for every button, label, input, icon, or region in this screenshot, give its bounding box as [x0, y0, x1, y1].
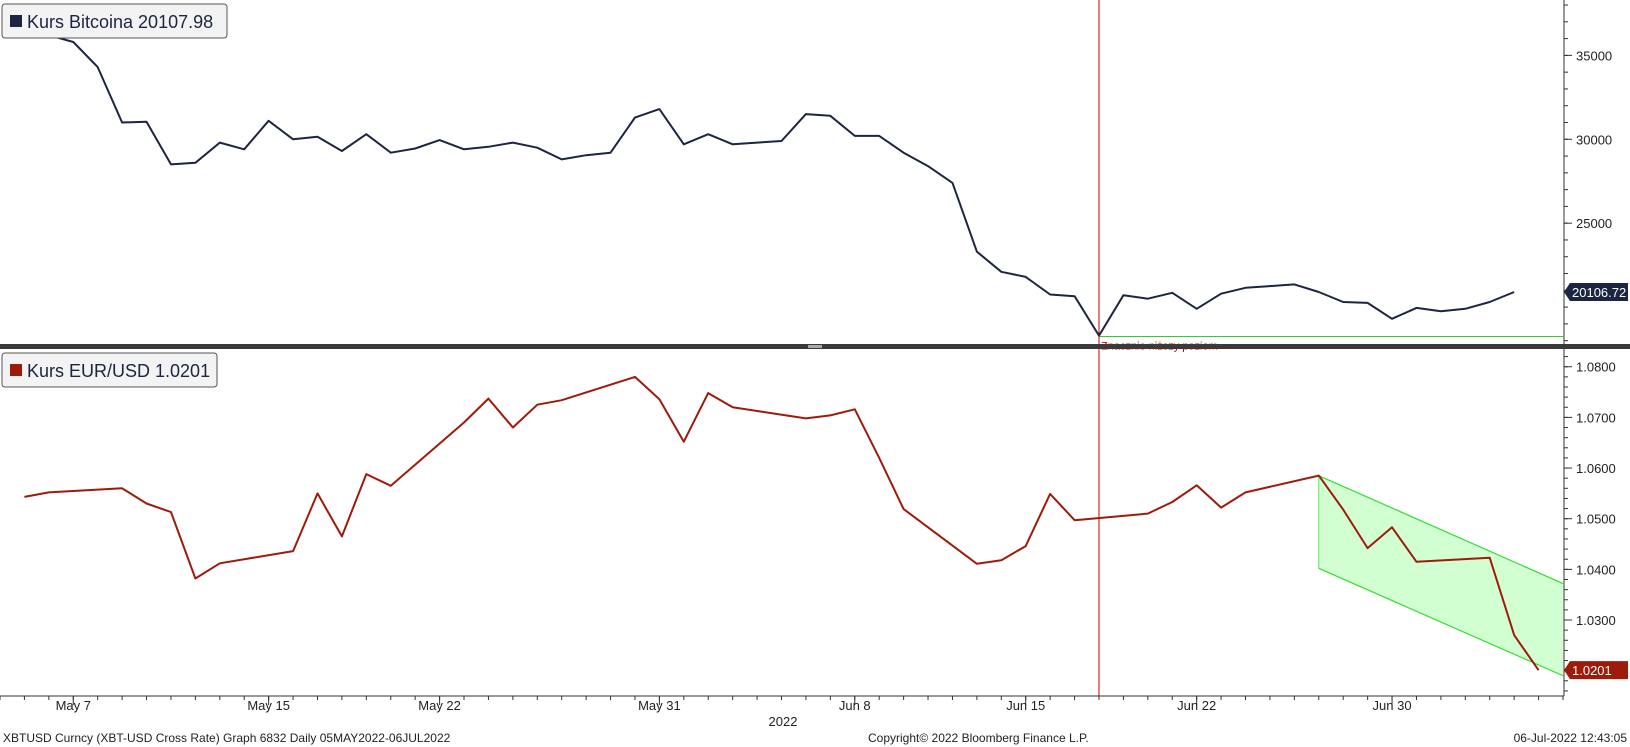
- btc-y-tick-label: 30000: [1576, 132, 1612, 147]
- eur-y-tick-label: 1.0400: [1576, 562, 1616, 577]
- x-year-label: 2022: [769, 714, 798, 729]
- panel-resize-handle[interactable]: [808, 345, 822, 348]
- footer-left: XBTUSD Curncy (XBT-USD Cross Rate) Graph…: [3, 731, 451, 745]
- btc-legend-box: [1, 3, 228, 39]
- eurusd-panel: 1.0800 1.0700 1.0600 1.0500 1.0400 1.0300 1.02…: [1, 349, 1628, 696]
- btc-legend-label: Kurs Bitcoina 20107.98: [27, 12, 213, 32]
- btc-legend-swatch: [10, 15, 22, 27]
- btc-y-tick-label: 25000: [1576, 216, 1612, 231]
- x-axis: May 7 May 15 May 22 May 31 Jun 8 Jun 15 Jun 22…: [0, 695, 1564, 729]
- trend-channel-upper: [1318, 475, 1564, 585]
- x-tick-label: May 7: [56, 698, 91, 713]
- eur-y-tick-label: 1.0500: [1576, 512, 1616, 527]
- eur-y-tick-label: 1.0700: [1576, 410, 1616, 425]
- footer: XBTUSD Curncy (XBT-USD Cross Rate) Graph…: [3, 731, 1627, 745]
- eur-legend-label: Kurs EUR/USD 1.0201: [27, 361, 210, 381]
- footer-timestamp: 06-Jul-2022 12:43:05: [1514, 731, 1628, 745]
- eur-legend-box: [1, 352, 218, 388]
- eur-legend-swatch: [10, 364, 22, 376]
- eur-series-line: [24, 375, 1540, 671]
- footer-copyright: Copyright© 2022 Bloomberg Finance L.P.: [868, 731, 1089, 745]
- x-tick-label: Jun 30: [1373, 698, 1412, 713]
- eur-y-tick-label: 1.0800: [1576, 360, 1616, 375]
- x-tick-label: May 31: [638, 698, 681, 713]
- x-tick-label: Jun 8: [839, 698, 871, 713]
- trend-channel-lower: [1318, 567, 1564, 677]
- eur-y-tick-label: 1.0300: [1576, 613, 1616, 628]
- x-tick-label: Jun 22: [1177, 698, 1216, 713]
- btc-y-tick-label: 35000: [1576, 48, 1612, 63]
- bitcoin-panel: 350003000025000Znacznie niższy poziom201…: [1, 0, 1628, 352]
- eur-last-value-label: 1.0201: [1572, 663, 1612, 678]
- btc-series-line: [24, 25, 1515, 337]
- trend-channel-fill: [1318, 475, 1563, 676]
- eur-y-tick-label: 1.0600: [1576, 461, 1616, 476]
- x-tick-label: May 15: [247, 698, 290, 713]
- x-tick-label: May 22: [418, 698, 461, 713]
- x-tick-label: Jun 15: [1006, 698, 1045, 713]
- btc-last-value-label: 20106.72: [1572, 285, 1626, 300]
- eur-last-value-tag: [1564, 661, 1628, 680]
- btc-last-value-tag: [1564, 282, 1628, 301]
